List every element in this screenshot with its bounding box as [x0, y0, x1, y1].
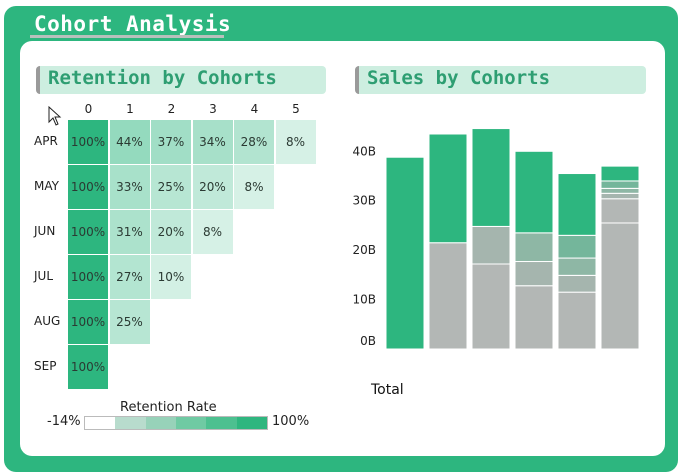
period-header: 1: [126, 102, 134, 116]
legend-step: [145, 417, 176, 429]
retention-cell[interactable]: 27%: [109, 255, 150, 299]
period-header: 2: [167, 102, 176, 116]
title-underline: [30, 35, 224, 38]
retention-cell[interactable]: 100%: [68, 300, 108, 344]
retention-cell[interactable]: 37%: [151, 120, 191, 164]
retention-cell[interactable]: 20%: [192, 165, 233, 209]
legend-min-label: -14%: [47, 414, 81, 429]
retention-cell[interactable]: 8%: [234, 165, 274, 209]
cohort-row-header: JUL: [34, 269, 54, 283]
sales-panel-title: Sales by Cohorts: [367, 67, 551, 89]
retention-cell[interactable]: 44%: [109, 120, 150, 164]
x-axis-label: Total: [371, 382, 404, 398]
retention-cell[interactable]: 8%: [192, 210, 233, 254]
period-header: 0: [84, 102, 93, 116]
retention-cell[interactable]: 100%: [68, 345, 108, 389]
app-title: Cohort Analysis: [34, 12, 232, 36]
retention-cell[interactable]: 100%: [68, 210, 108, 254]
retention-cell[interactable]: 33%: [109, 165, 150, 209]
cohort-row-header: AUG: [34, 314, 61, 328]
retention-cell[interactable]: 28%: [234, 120, 274, 164]
retention-cell[interactable]: 100%: [68, 120, 108, 164]
retention-cell[interactable]: 25%: [151, 165, 191, 209]
legend-step: [85, 417, 116, 429]
legend-title: Retention Rate: [120, 400, 217, 415]
legend-step: [175, 417, 207, 429]
sales-panel-header: Sales by Cohorts: [355, 66, 646, 94]
cohort-row-header: JUN: [34, 224, 56, 238]
legend-max-label: 100%: [272, 414, 310, 429]
retention-cell[interactable]: 31%: [109, 210, 150, 254]
legend-step: [115, 417, 146, 429]
cohort-row-header: MAY: [34, 179, 59, 193]
retention-panel-header: Retention by Cohorts: [36, 66, 326, 94]
cohort-row-header: APR: [34, 134, 58, 148]
legend-gradient-bar: [84, 416, 268, 430]
period-header: 3: [209, 102, 217, 116]
cohort-row-header: SEP: [34, 359, 57, 373]
retention-cell[interactable]: 10%: [151, 255, 191, 299]
mouse-pointer-icon: [48, 106, 62, 126]
retention-cell[interactable]: 100%: [68, 255, 108, 299]
retention-cell[interactable]: 8%: [275, 120, 316, 164]
retention-panel-title: Retention by Cohorts: [48, 67, 277, 89]
retention-cell[interactable]: 100%: [68, 165, 108, 209]
retention-cell[interactable]: 34%: [192, 120, 233, 164]
legend-step: [236, 417, 267, 429]
period-header: 4: [250, 102, 259, 116]
retention-cell[interactable]: 25%: [109, 300, 150, 344]
period-header: 5: [292, 102, 300, 116]
retention-cell[interactable]: 20%: [151, 210, 191, 254]
legend-step: [206, 417, 237, 429]
